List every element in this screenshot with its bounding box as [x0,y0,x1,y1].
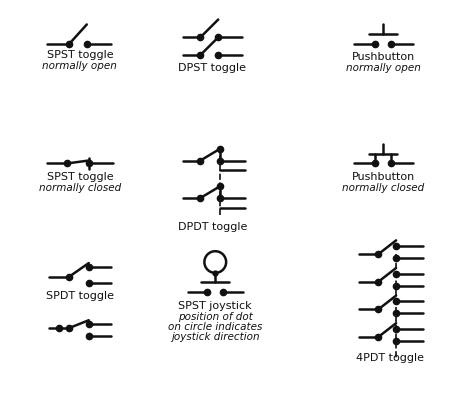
Text: 4PDT toggle: 4PDT toggle [356,353,424,363]
Text: Pushbutton: Pushbutton [352,52,415,62]
Text: position of dot: position of dot [178,312,253,322]
Text: SPST toggle: SPST toggle [46,50,113,60]
Text: SPDT toggle: SPDT toggle [46,291,114,301]
Text: normally closed: normally closed [342,183,424,193]
Text: normally closed: normally closed [39,183,121,193]
Text: SPST joystick: SPST joystick [178,301,252,312]
Text: DPST toggle: DPST toggle [178,63,246,73]
Text: DPDT toggle: DPDT toggle [178,222,247,231]
Text: normally open: normally open [346,63,421,73]
Text: normally open: normally open [43,61,117,71]
Text: Pushbutton: Pushbutton [352,173,415,182]
Text: on circle indicates: on circle indicates [168,322,263,332]
Text: joystick direction: joystick direction [171,332,260,342]
Text: SPST toggle: SPST toggle [46,173,113,182]
